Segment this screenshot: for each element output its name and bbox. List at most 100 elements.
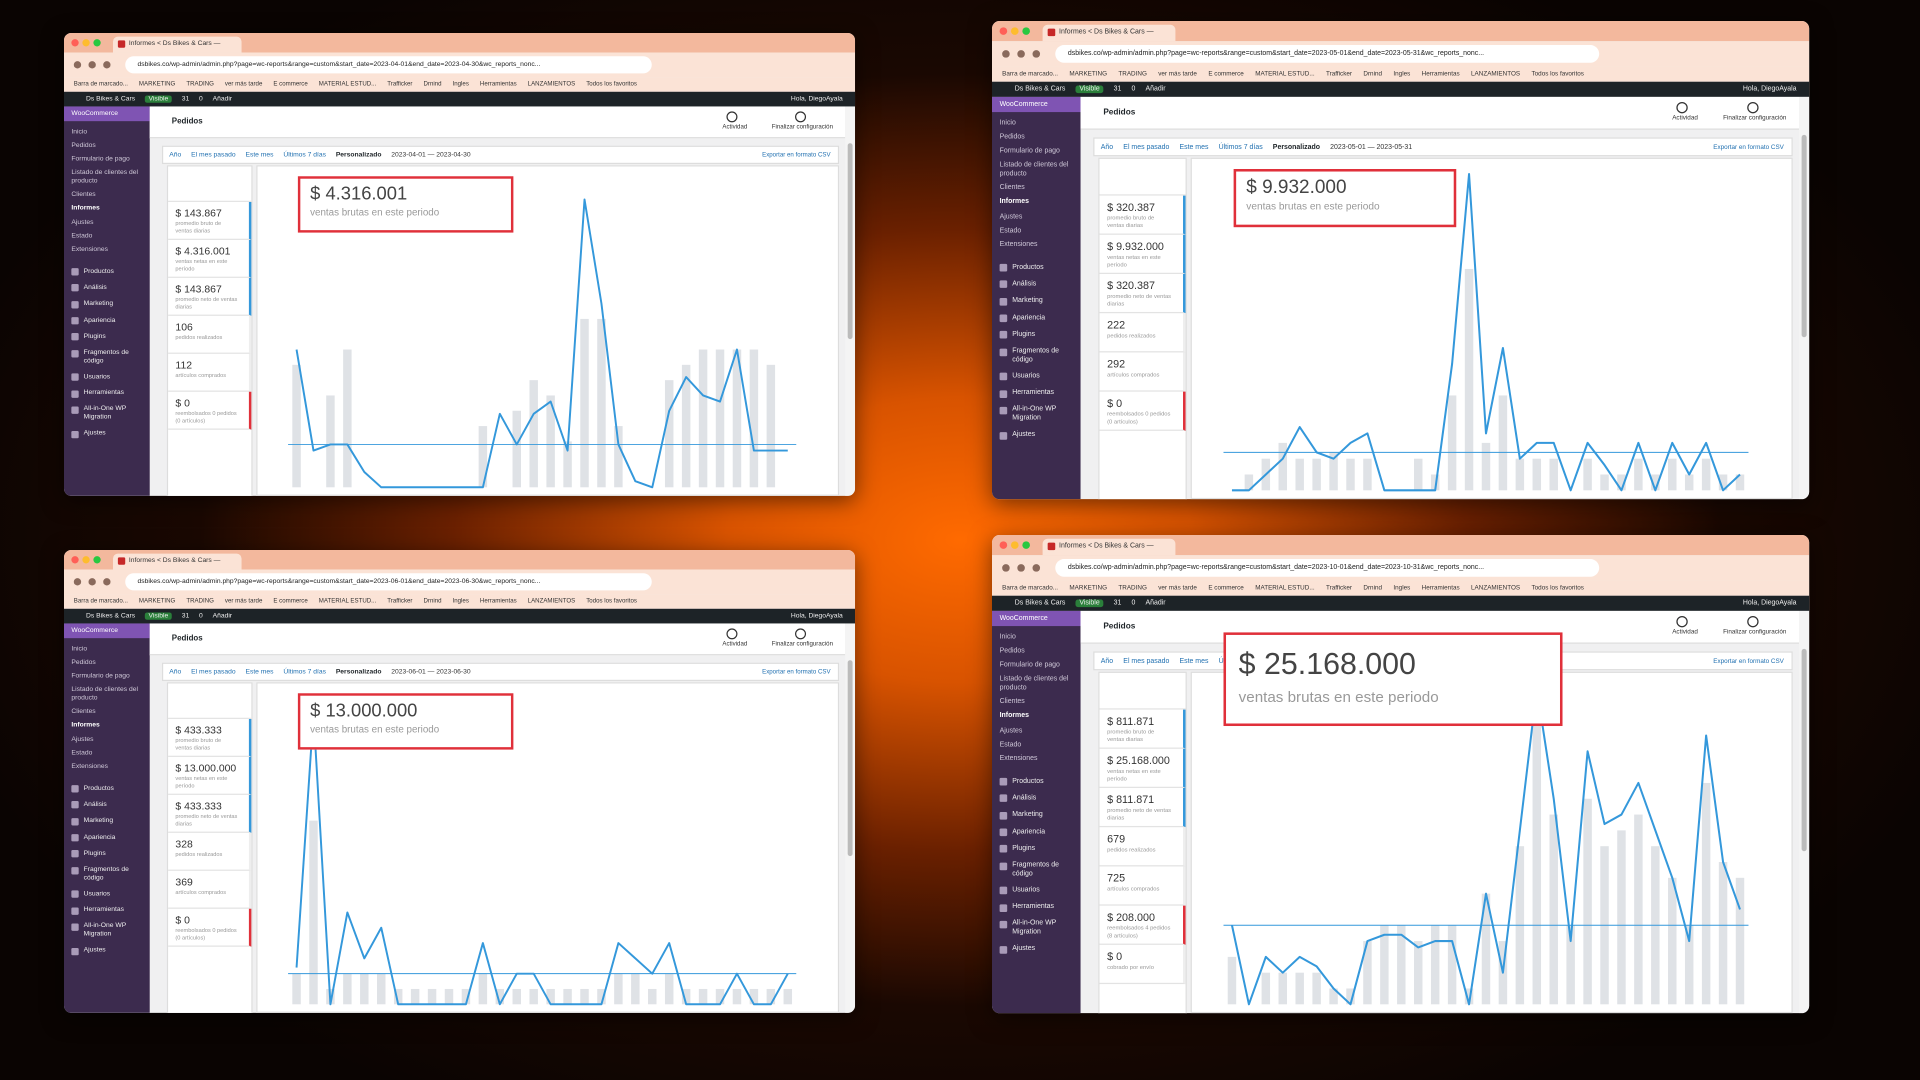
scroll-thumb[interactable] bbox=[1801, 648, 1807, 852]
submenu-item[interactable]: Clientes bbox=[71, 708, 96, 716]
submenu-item[interactable]: Extensiones bbox=[71, 246, 109, 254]
menu-item[interactable]: All-in-One WP Migration bbox=[992, 402, 1081, 427]
add-new[interactable]: Añadir bbox=[212, 612, 233, 620]
submenu-item[interactable]: Inicio bbox=[71, 127, 88, 136]
submenu-item[interactable]: Estado bbox=[71, 232, 93, 240]
activity-button[interactable]: Actividad bbox=[722, 640, 748, 648]
range-filter[interactable]: El mes pasado bbox=[191, 151, 236, 159]
nav-button[interactable] bbox=[73, 578, 82, 586]
stat-box[interactable]: 725 artículos comprados bbox=[1099, 866, 1186, 906]
nav-button[interactable] bbox=[103, 578, 111, 586]
bookmark[interactable]: Drnind bbox=[423, 597, 442, 606]
bookmark[interactable]: LANZAMIENTOS bbox=[1471, 584, 1521, 592]
menu-item[interactable]: Análisis bbox=[64, 797, 150, 813]
window-control[interactable] bbox=[71, 39, 79, 47]
setup-button[interactable]: Finalizar configuración bbox=[771, 123, 833, 131]
bookmark[interactable]: ver más tarde bbox=[224, 80, 263, 89]
export-csv[interactable]: Exportar en formato CSV bbox=[762, 151, 831, 159]
nav-button[interactable] bbox=[88, 61, 96, 69]
export-csv[interactable]: Exportar en formato CSV bbox=[1713, 143, 1784, 151]
bookmark[interactable]: MATERIAL ESTUD... bbox=[318, 597, 377, 606]
setup-button[interactable]: Finalizar configuración bbox=[1723, 114, 1787, 123]
stat-box[interactable]: $ 0 reembolsados 0 pedidos (0 artículos) bbox=[168, 908, 252, 947]
greeting[interactable]: Hola, DiegoAyala bbox=[1742, 599, 1797, 608]
stat-box[interactable]: 222 pedidos realizados bbox=[1099, 313, 1186, 353]
nav-button[interactable] bbox=[1017, 564, 1025, 572]
menu-item[interactable]: All-in-One WP Migration bbox=[992, 916, 1081, 941]
menu-item[interactable]: Análisis bbox=[992, 790, 1081, 807]
menu-item[interactable]: Productos bbox=[992, 773, 1081, 790]
menu-item[interactable]: Plugins bbox=[992, 840, 1081, 857]
stat-box[interactable]: $ 811.871 promedio neto de ventas diarias bbox=[1099, 788, 1186, 828]
bookmark[interactable]: E commerce bbox=[273, 80, 308, 89]
bookmark[interactable]: E commerce bbox=[273, 597, 308, 606]
submenu-item[interactable]: Ajustes bbox=[999, 212, 1023, 221]
stat-box[interactable]: $ 433.333 promedio bruto de ventas diaria… bbox=[168, 718, 252, 757]
submenu-item[interactable]: Listado de clientes del producto bbox=[71, 686, 139, 702]
updates-count[interactable]: 31 bbox=[181, 612, 190, 620]
menu-item[interactable]: Análisis bbox=[64, 280, 150, 296]
greeting[interactable]: Hola, DiegoAyala bbox=[1742, 85, 1797, 94]
bookmark[interactable]: Todos los favoritos bbox=[1531, 584, 1584, 592]
submenu-item[interactable]: Pedidos bbox=[999, 133, 1025, 141]
updates-count[interactable]: 31 bbox=[1113, 599, 1122, 608]
menu-plugin[interactable]: WooCommerce bbox=[64, 623, 150, 639]
range-filter[interactable]: Año bbox=[1100, 143, 1114, 151]
bookmark[interactable]: TRADING bbox=[1118, 70, 1147, 78]
bookmark[interactable]: LANZAMIENTOS bbox=[1471, 70, 1521, 78]
bookmark[interactable]: MATERIAL ESTUD... bbox=[318, 80, 377, 89]
menu-item[interactable]: Plugins bbox=[992, 326, 1081, 343]
stat-box[interactable]: $ 4.316.001 ventas netas en este período bbox=[168, 239, 252, 278]
menu-item[interactable]: Productos bbox=[992, 259, 1081, 276]
bookmark[interactable]: Drnind bbox=[423, 80, 442, 89]
bookmark[interactable]: Barra de marcado... bbox=[1002, 70, 1059, 78]
bookmark[interactable]: Trafficker bbox=[1325, 70, 1352, 78]
menu-item[interactable]: Marketing bbox=[992, 293, 1081, 310]
bookmark[interactable]: Ingles bbox=[1393, 70, 1411, 78]
stat-box[interactable]: $ 320.387 promedio bruto de ventas diaria… bbox=[1099, 195, 1186, 235]
window-control[interactable] bbox=[1010, 541, 1019, 549]
menu-item[interactable]: All-in-One WP Migration bbox=[64, 401, 150, 425]
submenu-item[interactable]: Estado bbox=[999, 741, 1022, 749]
site-name[interactable]: Ds Bikes & Cars bbox=[86, 95, 136, 103]
submenu-item[interactable]: Inicio bbox=[71, 644, 88, 653]
stat-box[interactable]: 112 artículos comprados bbox=[168, 353, 252, 392]
stat-box[interactable]: $ 433.333 promedio neto de ventas diarias bbox=[168, 794, 252, 833]
nav-button[interactable] bbox=[103, 61, 111, 69]
submenu-item[interactable]: Clientes bbox=[999, 698, 1025, 706]
bookmark[interactable]: TRADING bbox=[186, 80, 214, 89]
nav-button[interactable] bbox=[1017, 50, 1025, 58]
menu-item[interactable]: Ajustes bbox=[992, 941, 1081, 958]
range-filter[interactable]: Últimos 7 días bbox=[283, 668, 327, 676]
menu-item[interactable]: Plugins bbox=[64, 846, 150, 862]
bookmark[interactable]: E commerce bbox=[1208, 70, 1244, 78]
stat-box[interactable]: $ 208.000 reembolsados 4 pedidos (8 artíc… bbox=[1099, 905, 1186, 945]
stat-box[interactable]: $ 0 cobrado por envío bbox=[1099, 944, 1186, 985]
menu-item[interactable]: Usuarios bbox=[992, 882, 1081, 899]
submenu-item[interactable]: Ajustes bbox=[999, 726, 1023, 735]
stat-box[interactable]: 106 pedidos realizados bbox=[168, 315, 252, 354]
site-name[interactable]: Ds Bikes & Cars bbox=[1014, 85, 1066, 94]
window-control[interactable] bbox=[1010, 27, 1019, 35]
submenu-item[interactable]: Clientes bbox=[999, 184, 1025, 192]
range-filter[interactable]: Este mes bbox=[1179, 657, 1209, 665]
bookmark[interactable]: Todos los favoritos bbox=[586, 80, 637, 89]
bookmark[interactable]: Ingles bbox=[1393, 584, 1411, 592]
bookmark[interactable]: Drnind bbox=[1363, 584, 1383, 592]
export-csv[interactable]: Exportar en formato CSV bbox=[762, 668, 831, 676]
submenu-item[interactable]: Ajustes bbox=[71, 218, 94, 227]
bookmark[interactable]: Ingles bbox=[452, 80, 469, 89]
submenu-item[interactable]: Formulario de pago bbox=[999, 661, 1060, 670]
address-bar[interactable]: dsbikes.co/wp-admin/admin.php?page=wc-re… bbox=[1055, 559, 1600, 577]
menu-item[interactable]: Herramientas bbox=[992, 899, 1081, 916]
menu-item[interactable]: Usuarios bbox=[992, 368, 1081, 385]
submenu-item[interactable]: Listado de clientes del producto bbox=[71, 169, 139, 185]
bookmark[interactable]: TRADING bbox=[1118, 584, 1147, 592]
bookmark[interactable]: Todos los favoritos bbox=[1531, 70, 1584, 78]
export-csv[interactable]: Exportar en formato CSV bbox=[1713, 657, 1784, 665]
address-bar[interactable]: dsbikes.co/wp-admin/admin.php?page=wc-re… bbox=[125, 56, 652, 74]
menu-item[interactable]: Herramientas bbox=[992, 385, 1081, 402]
range-filter[interactable]: El mes pasado bbox=[1123, 143, 1170, 151]
range-filter[interactable]: Personalizado bbox=[1272, 143, 1320, 151]
nav-button[interactable] bbox=[1032, 50, 1041, 58]
